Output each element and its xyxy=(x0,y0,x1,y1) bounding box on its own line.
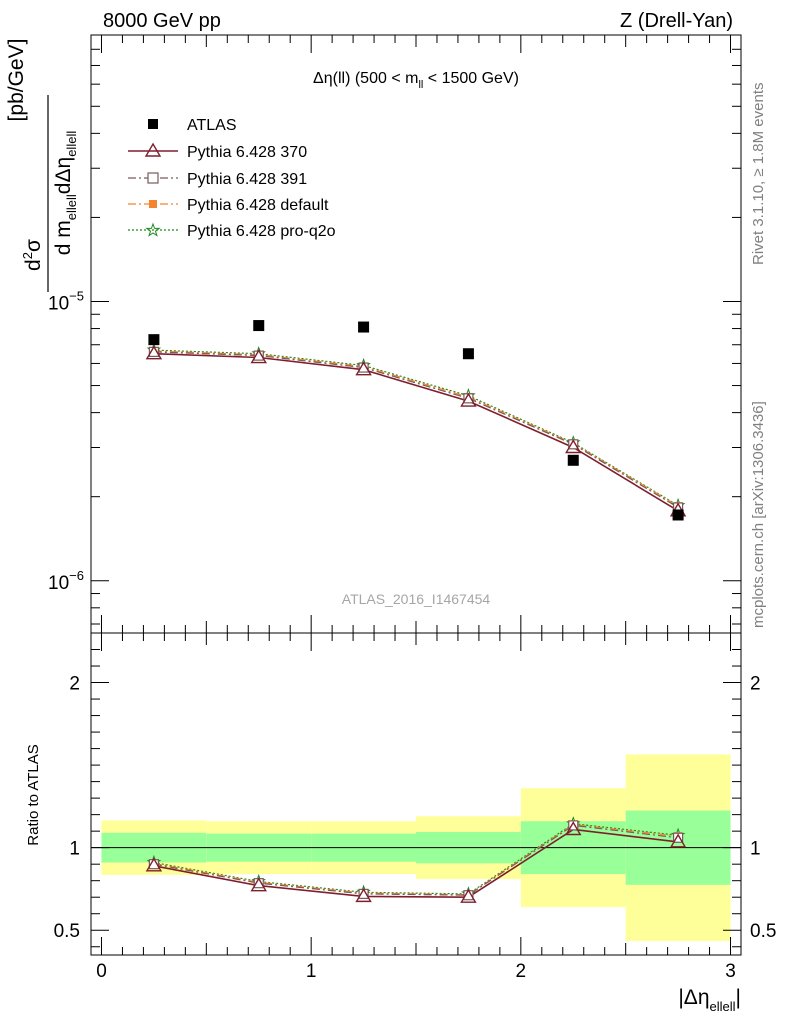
point-atlas-5 xyxy=(672,509,684,521)
ylabel-sub1: ellell xyxy=(64,194,79,220)
ratio-ytick-label-left-0: 0.5 xyxy=(54,921,80,942)
legend-marker-pdefault xyxy=(149,200,157,208)
ylabel-dm: d m xyxy=(52,220,75,255)
xlabel-main: |Δη xyxy=(678,986,709,1009)
point-atlas-0 xyxy=(148,334,160,346)
legend-label-pdefault: Pythia 6.428 default xyxy=(187,197,329,214)
ylabel-deta: dΔη xyxy=(52,157,75,194)
ratio-tick-labels: 0.5 0.5 1 1 2 2 0 1 2 3 xyxy=(54,674,777,982)
energy-label: 8000 GeV pp xyxy=(103,10,221,32)
legend-marker-p370 xyxy=(144,142,162,157)
point-p370-2 xyxy=(355,361,372,376)
main-ytick-labels: 10−510−6 xyxy=(48,288,84,593)
watermark: ATLAS_2016_I1467454 xyxy=(342,591,491,607)
main-title: Δη(ll) (500 < mll < 1500 GeV) xyxy=(313,70,519,91)
ylabel-sigma: σ xyxy=(22,239,45,252)
ratio-point-p370-5 xyxy=(669,833,687,848)
ratio-xtick-label-3: 3 xyxy=(725,961,736,982)
ratio-ytick-label-right-2: 2 xyxy=(750,674,761,695)
point-atlas-1 xyxy=(253,320,265,332)
ratio-xtick-label-0: 0 xyxy=(96,961,107,982)
legend-marker-atlas xyxy=(148,119,158,129)
ratio-ticks xyxy=(91,633,741,955)
ratio-xtick-label-1: 1 xyxy=(306,961,317,982)
ratio-point-p370-0 xyxy=(145,857,163,872)
main-ytick-base: 10 xyxy=(48,293,69,314)
rivet-label: Rivet 3.1.10, ≥ 1.8M events xyxy=(750,83,767,266)
legend-label-p391: Pythia 6.428 391 xyxy=(187,171,307,188)
ratio-line-p391 xyxy=(153,824,679,896)
legend-label-p370: Pythia 6.428 370 xyxy=(187,144,307,161)
ylabel-sq: 2 xyxy=(20,252,35,259)
ratio-panel: 0.5 0.5 1 1 2 2 0 1 2 3 Ratio to ATLAS |Δηellell| xyxy=(25,632,777,1014)
ratio-point-p370-3 xyxy=(460,888,477,903)
ratio-point-p391-5 xyxy=(672,832,684,843)
xlabel-end: | xyxy=(736,986,741,1009)
ratio-point-p370-2 xyxy=(355,887,372,903)
ylabel-units: [pb/GeV] xyxy=(5,39,28,122)
main-ytick-label-0: 10−5 xyxy=(48,288,84,314)
mcplots-label: mcplots.cern.ch [arXiv:1306.3436] xyxy=(750,401,767,628)
legend-marker-p391 xyxy=(147,172,159,184)
point-p370-1 xyxy=(250,349,267,364)
main-panel: 10−510−6 Δη(ll) (500 < mll < 1500 GeV) A… xyxy=(5,34,742,634)
ratio-xlabel: |Δηellell| xyxy=(678,986,741,1014)
ratio-line-pq2o xyxy=(153,823,679,895)
main-ytick-base: 10 xyxy=(48,573,69,594)
ratio-point-p391-4 xyxy=(568,820,579,831)
ylabel-numerator: d2σ xyxy=(20,239,45,271)
xlabel-sub: ellell xyxy=(710,999,736,1014)
point-atlas-2 xyxy=(358,321,370,333)
main-ytick-exp: −5 xyxy=(69,288,84,303)
ratio-marks xyxy=(91,754,741,941)
ratio-ylabel: Ratio to ATLAS xyxy=(25,744,42,845)
point-atlas-4 xyxy=(567,454,579,466)
ratio-line-pdefault xyxy=(153,823,679,896)
point-p370-4 xyxy=(565,439,582,454)
ylabel-denominator: d mellelldΔηellell xyxy=(52,131,79,256)
main-title-end: < 1500 GeV) xyxy=(423,70,519,87)
main-ytick-exp: −6 xyxy=(69,568,84,583)
main-title-subscript: ll xyxy=(418,79,423,91)
legend-marker-pq2o xyxy=(145,222,161,237)
ratio-line-p370 xyxy=(153,828,679,899)
ratio-ytick-label-left-2: 2 xyxy=(69,674,80,695)
legend-label-pq2o: Pythia 6.428 pro-q2o xyxy=(187,223,336,240)
series-line-pdefault xyxy=(153,350,679,507)
ratio-ytick-label-right-0: 0.5 xyxy=(750,921,776,942)
ratio-point-p370-4 xyxy=(565,821,582,836)
point-p370-0 xyxy=(145,345,163,360)
process-label: Z (Drell-Yan) xyxy=(620,10,733,32)
ratio-ytick-label-right-1: 1 xyxy=(750,839,761,860)
legend-label-atlas: ATLAS xyxy=(187,117,237,134)
point-p370-3 xyxy=(460,392,477,407)
main-ytick-label-1: 10−6 xyxy=(48,568,84,594)
ylabel-sub2: ellell xyxy=(64,131,79,157)
series-line-pq2o xyxy=(153,349,679,507)
main-marks xyxy=(145,320,687,521)
legend: ATLAS Pythia 6.428 370 Pythia 6.428 391 … xyxy=(128,117,336,240)
ylabel-d: d xyxy=(22,259,45,271)
main-ticks xyxy=(91,34,741,633)
ratio-xtick-label-2: 2 xyxy=(516,961,527,982)
ratio-point-p370-1 xyxy=(250,877,267,892)
ratio-ytick-label-left-1: 1 xyxy=(69,839,80,860)
point-atlas-3 xyxy=(462,348,474,360)
series-line-p391 xyxy=(153,351,679,509)
series-line-p370 xyxy=(153,352,679,512)
main-ylabel: d2σ d mellelldΔηellell [pb/GeV] xyxy=(5,39,79,292)
main-title-text: Δη(ll) (500 < m xyxy=(313,70,418,87)
